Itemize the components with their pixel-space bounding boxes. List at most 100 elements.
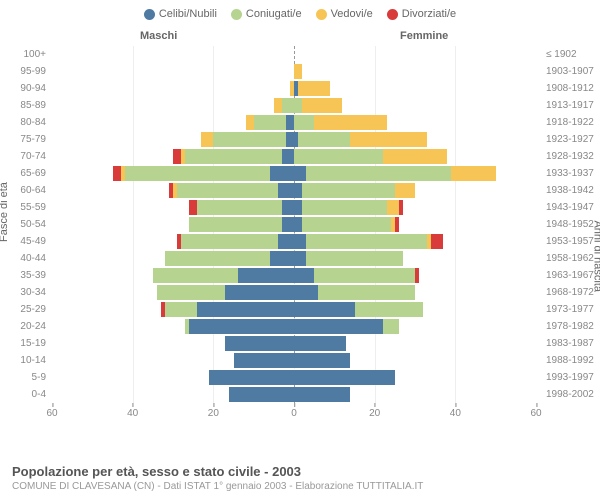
bar-male: [153, 268, 294, 283]
bar-female: [294, 319, 399, 334]
bar-segment: [157, 285, 226, 300]
bar-male: [169, 183, 294, 198]
age-label: 30-34: [0, 284, 46, 301]
year-label: 1988-1992: [542, 352, 600, 369]
data-row: [52, 268, 536, 283]
header-female: Femmine: [400, 30, 448, 42]
x-tick: 60: [530, 408, 541, 419]
bar-segment: [306, 251, 403, 266]
bar-segment: [314, 268, 415, 283]
data-row: [52, 183, 536, 198]
bar-female: [294, 234, 443, 249]
bar-segment: [294, 64, 302, 79]
bar-segment: [318, 285, 415, 300]
bar-segment: [282, 149, 294, 164]
bar-segment: [302, 183, 395, 198]
bar-segment: [294, 353, 350, 368]
bar-segment: [302, 98, 342, 113]
bar-segment: [286, 115, 294, 130]
age-label: 35-39: [0, 267, 46, 284]
bar-female: [294, 268, 419, 283]
bar-segment: [387, 200, 399, 215]
bar-segment: [294, 268, 314, 283]
bar-male: [225, 336, 294, 351]
bar-segment: [294, 166, 306, 181]
bar-segment: [294, 319, 383, 334]
bar-female: [294, 115, 387, 130]
age-label: 20-24: [0, 318, 46, 335]
bar-segment: [197, 200, 282, 215]
data-row: [52, 115, 536, 130]
chart-subtitle: COMUNE DI CLAVESANA (CN) - Dati ISTAT 1°…: [12, 481, 423, 492]
legend-item: Vedovi/e: [316, 8, 373, 20]
bar-male: [246, 115, 294, 130]
bar-female: [294, 387, 350, 402]
bar-female: [294, 98, 342, 113]
bar-segment: [395, 217, 399, 232]
year-label: 1933-1937: [542, 165, 600, 182]
legend-label: Coniugati/e: [246, 8, 302, 20]
year-label: 1978-1982: [542, 318, 600, 335]
year-label: 1938-1942: [542, 182, 600, 199]
age-label: 0-4: [0, 386, 46, 403]
bar-segment: [282, 98, 294, 113]
bar-female: [294, 370, 395, 385]
year-label: 1968-1972: [542, 284, 600, 301]
age-label: 40-44: [0, 250, 46, 267]
chart: Fasce di età Anni di nascita 100+95-9990…: [0, 46, 600, 431]
bar-segment: [294, 115, 314, 130]
chart-title: Popolazione per età, sesso e stato civil…: [12, 464, 423, 479]
bar-segment: [165, 251, 270, 266]
data-row: [52, 217, 536, 232]
bar-segment: [165, 302, 197, 317]
legend-label: Vedovi/e: [331, 8, 373, 20]
year-label: ≤ 1902: [542, 46, 600, 63]
x-tick: 20: [208, 408, 219, 419]
year-label: 1973-1977: [542, 301, 600, 318]
bar-segment: [294, 336, 346, 351]
legend-swatch: [231, 9, 242, 20]
data-row: [52, 336, 536, 351]
bar-male: [189, 200, 294, 215]
bar-segment: [189, 217, 282, 232]
bar-segment: [302, 200, 387, 215]
x-tick: 60: [46, 408, 57, 419]
bar-segment: [282, 217, 294, 232]
bar-female: [294, 302, 423, 317]
x-tick: 40: [450, 408, 461, 419]
bar-segment: [298, 81, 330, 96]
y-axis-left: 100+95-9990-9485-8980-8475-7970-7465-696…: [0, 46, 50, 406]
legend-label: Celibi/Nubili: [159, 8, 217, 20]
bar-female: [294, 64, 302, 79]
age-label: 10-14: [0, 352, 46, 369]
year-label: 1923-1927: [542, 131, 600, 148]
bar-segment: [270, 166, 294, 181]
bar-segment: [294, 98, 302, 113]
bar-female: [294, 81, 330, 96]
bar-female: [294, 149, 447, 164]
data-row: [52, 353, 536, 368]
year-label: 1903-1907: [542, 63, 600, 80]
data-row: [52, 47, 536, 62]
age-label: 85-89: [0, 97, 46, 114]
bar-segment: [234, 353, 295, 368]
year-label: 1953-1957: [542, 233, 600, 250]
year-label: 1913-1917: [542, 97, 600, 114]
bar-segment: [294, 234, 306, 249]
bar-segment: [201, 132, 213, 147]
bar-segment: [298, 132, 350, 147]
bar-segment: [213, 132, 286, 147]
bar-male: [185, 319, 294, 334]
bar-segment: [314, 115, 387, 130]
legend-item: Celibi/Nubili: [144, 8, 217, 20]
data-row: [52, 370, 536, 385]
bar-segment: [189, 319, 294, 334]
data-row: [52, 200, 536, 215]
bar-segment: [278, 183, 294, 198]
bar-segment: [209, 370, 294, 385]
bar-segment: [294, 200, 302, 215]
bar-male: [234, 353, 295, 368]
x-tick: 20: [369, 408, 380, 419]
bar-segment: [173, 149, 181, 164]
bar-segment: [294, 183, 302, 198]
